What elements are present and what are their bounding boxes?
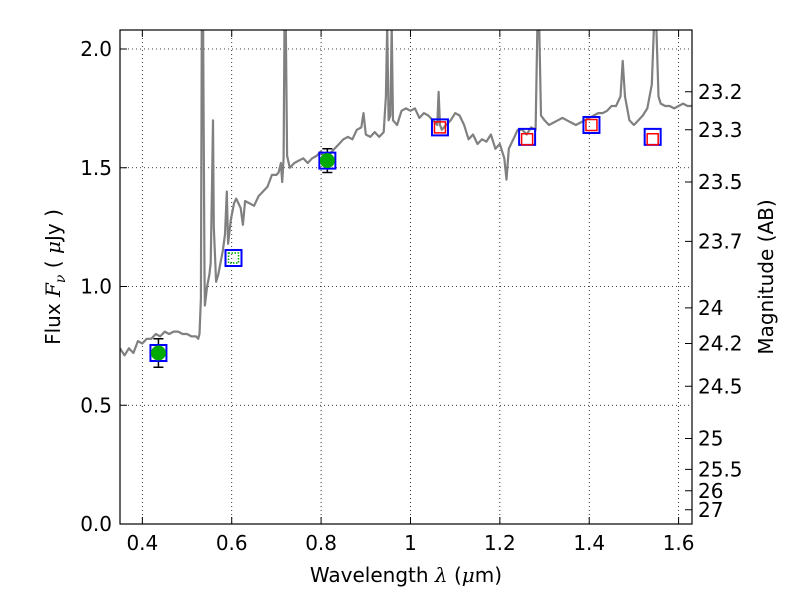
y-axis-label-unit-open: ( bbox=[41, 254, 65, 275]
y-tick-label: 1.0 bbox=[80, 275, 112, 299]
x-axis-label-text: Wavelength bbox=[310, 563, 429, 587]
observed-flux-box bbox=[586, 120, 597, 131]
y2-tick-label: 27 bbox=[698, 498, 723, 522]
x-tick-label: 0.4 bbox=[126, 531, 158, 555]
spectrum-line bbox=[120, 25, 692, 355]
plot-frame bbox=[120, 30, 692, 524]
y-tick-label: 0.5 bbox=[80, 393, 112, 417]
detection-point bbox=[151, 346, 165, 360]
spectrum-series bbox=[120, 25, 692, 355]
sed-chart: 0.4 0.6 0.8 1 1.2 1.4 1.6 0.0 0.5 1.0 1.5 2.0 23.2 23… bbox=[0, 0, 800, 600]
detection-point bbox=[320, 154, 334, 168]
x-tick-label: 1.4 bbox=[573, 531, 605, 555]
y2-tick-label: 25 bbox=[698, 427, 723, 451]
y-axis-label: Flux Fν ( μJy ) bbox=[41, 209, 69, 345]
x-tick-label: 0.6 bbox=[216, 531, 248, 555]
x-axis-label-unit-rest: m) bbox=[475, 563, 502, 587]
y-tick-label: 0.0 bbox=[80, 512, 112, 536]
x-tick-label: 1.2 bbox=[484, 531, 516, 555]
x-axis-label-unit-mu: μ bbox=[462, 563, 475, 587]
x-tick-label: 0.8 bbox=[305, 531, 337, 555]
y2-axis-label: Magnitude (AB) bbox=[754, 199, 778, 354]
y2-tick-label: 23.2 bbox=[698, 80, 743, 104]
x-axis-label-unit-open: ( bbox=[448, 563, 462, 587]
y2-tick-label: 23.7 bbox=[698, 229, 743, 253]
y2-tick-label: 23.5 bbox=[698, 170, 743, 194]
y-axis-label-unit-rest: Jy ) bbox=[41, 209, 65, 243]
y-tick-label: 1.5 bbox=[80, 156, 112, 180]
y-tick-label: 2.0 bbox=[80, 37, 112, 61]
x-tick-label: 1 bbox=[404, 531, 417, 555]
y2-tick-label: 23.3 bbox=[698, 118, 743, 142]
observed-flux-box bbox=[647, 134, 658, 145]
x-axis-label-symbol: λ bbox=[434, 563, 448, 587]
y-axis-label-text: Flux bbox=[41, 303, 65, 345]
x-tick-label: 1.6 bbox=[663, 531, 695, 555]
grid-lines bbox=[120, 30, 692, 524]
y-axis-label-symbol: F bbox=[41, 282, 65, 298]
y2-tick-label: 24.2 bbox=[698, 332, 743, 356]
axis-ticks: 0.4 0.6 0.8 1 1.2 1.4 1.6 0.0 0.5 1.0 1.5 2.0 23.2 23… bbox=[80, 30, 742, 555]
y2-tick-label: 24 bbox=[698, 296, 723, 320]
y-axis-label-unit-mu: μ bbox=[41, 241, 65, 254]
x-axis-label: Wavelength λ (μm) bbox=[310, 563, 502, 587]
upper-limit-marker bbox=[229, 253, 239, 263]
y2-tick-label: 24.5 bbox=[698, 374, 743, 398]
